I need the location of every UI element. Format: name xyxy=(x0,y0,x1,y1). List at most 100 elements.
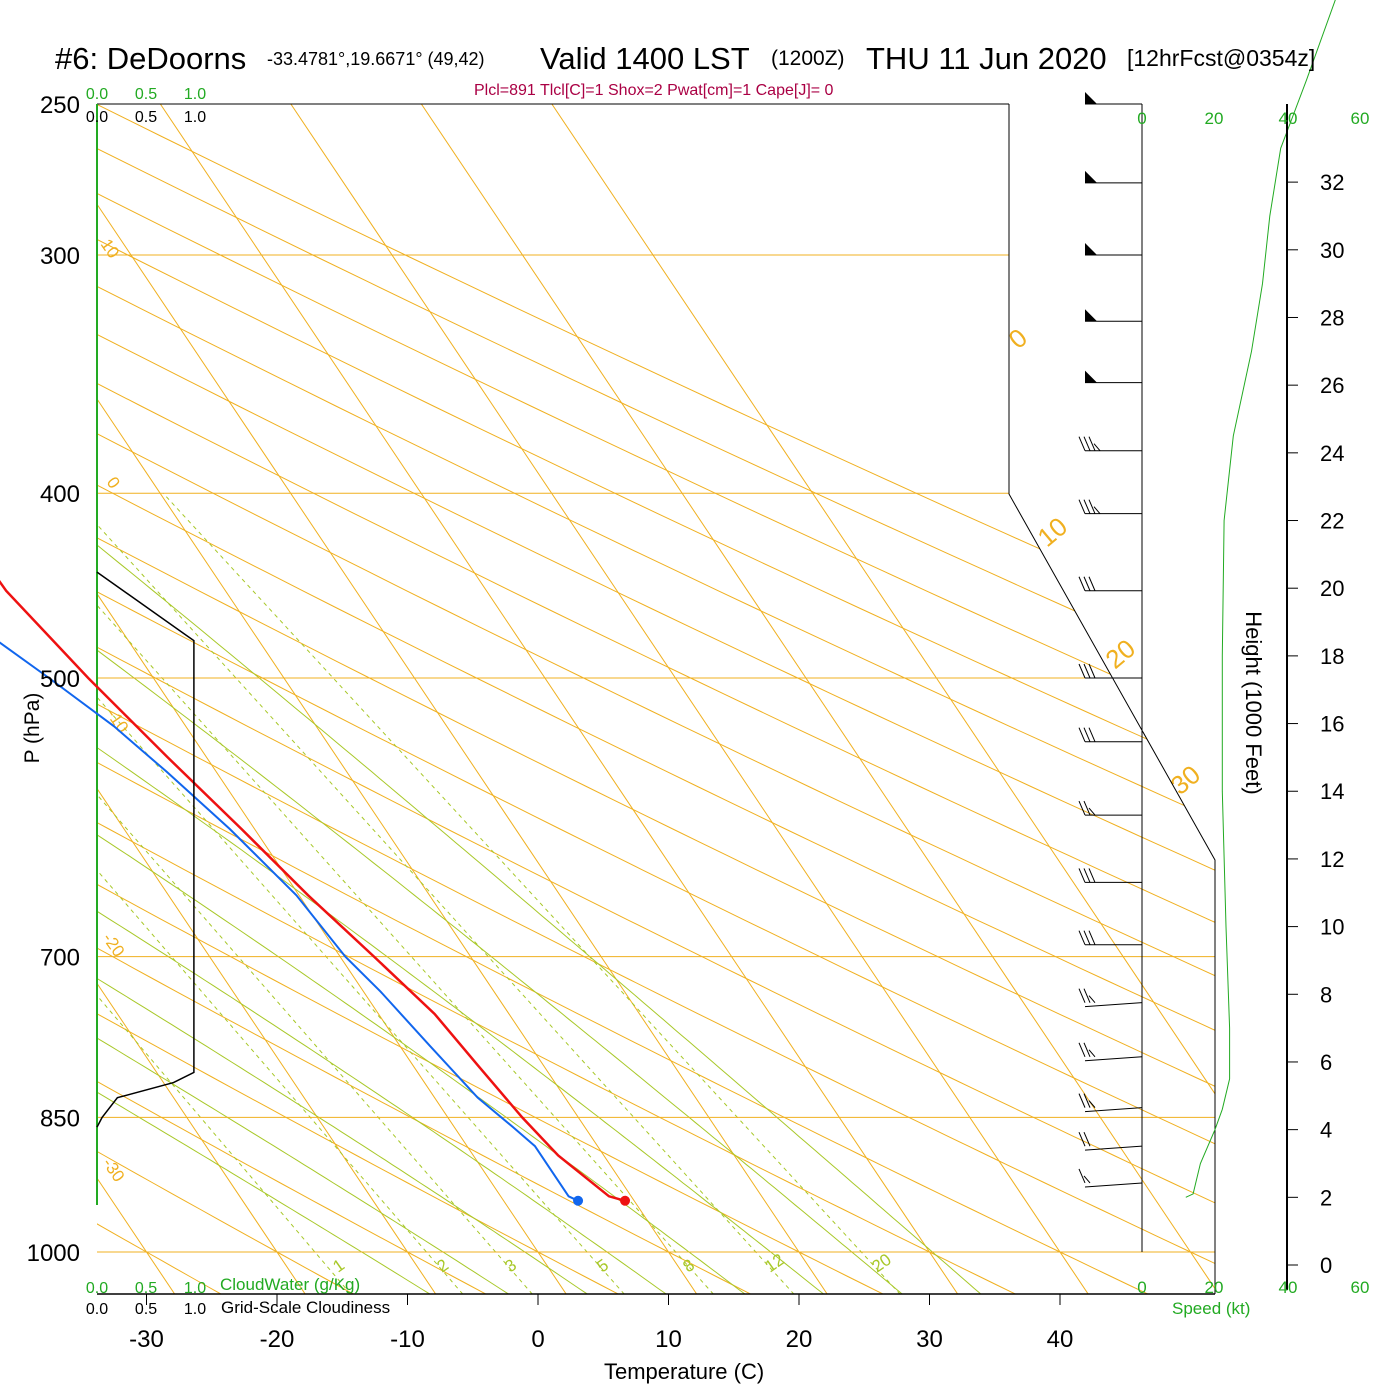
barb-flag xyxy=(1083,800,1091,816)
barb-pennant xyxy=(1085,309,1097,322)
isotherm-line xyxy=(290,104,1089,1294)
cloudiness-tick-bottom: 0.5 xyxy=(135,1301,157,1318)
y-tick-label: 850 xyxy=(40,1105,80,1132)
y-tick-label: 500 xyxy=(40,666,80,693)
barb-flag xyxy=(1078,499,1086,514)
y-tick-label: 400 xyxy=(40,481,80,508)
moist-adiabat xyxy=(97,544,982,1294)
isotherm-label: 10 xyxy=(97,235,123,261)
speed-tick-bottom: 40 xyxy=(1279,1278,1298,1297)
barb-flag xyxy=(1078,930,1086,945)
speed-tick-bottom: 60 xyxy=(1351,1278,1370,1297)
mixing-ratio-line xyxy=(97,994,352,1294)
height-tick-label: 6 xyxy=(1320,1050,1332,1075)
wind-barb xyxy=(1078,1042,1143,1062)
dry-adiabat xyxy=(97,821,1017,1294)
x-tick-label: -10 xyxy=(390,1326,425,1353)
dry-adiabat xyxy=(97,1013,620,1294)
barb-pennant xyxy=(1085,92,1097,104)
barb-flag xyxy=(1088,727,1096,742)
height-tick-label: 8 xyxy=(1320,982,1332,1007)
dry-adiabat xyxy=(97,238,1215,771)
cloudiness-tick-bottom: 0.0 xyxy=(86,1301,108,1318)
cloudwater-tick-top: 0.5 xyxy=(135,86,157,103)
mixing-ratio-line xyxy=(162,492,901,1294)
mixing-ratio-labels: 1 2 3 5 8 12 20 xyxy=(329,1250,894,1276)
height-tick-label: 14 xyxy=(1320,779,1344,804)
moist-adiabat xyxy=(97,1037,510,1294)
dry-adiabat xyxy=(97,484,1215,1031)
barb-staff xyxy=(1084,1002,1143,1008)
mixing-ratio-line xyxy=(97,869,464,1294)
x-tick-label: 20 xyxy=(786,1326,813,1353)
barb-flag xyxy=(1093,443,1101,452)
height-tick-label: 18 xyxy=(1320,644,1344,669)
speed-tick-top: 60 xyxy=(1351,109,1370,128)
barb-flag xyxy=(1078,727,1086,742)
y-tick-label: 700 xyxy=(40,945,80,972)
barb-flag xyxy=(1078,1093,1086,1108)
barb-flag xyxy=(1088,807,1096,816)
isotherm-line xyxy=(97,787,437,1294)
cloudiness-tick-top: 1.0 xyxy=(184,109,206,126)
speed-profile-line xyxy=(1185,0,1336,1198)
wind-barb xyxy=(1085,370,1142,384)
barb-flag xyxy=(1078,436,1086,451)
wind-barb xyxy=(1078,499,1142,515)
cloudwater-tick-top: 0.0 xyxy=(86,86,108,103)
cloudiness-line xyxy=(96,571,195,1128)
barb-flag xyxy=(1083,868,1091,883)
mixing-ratio-line xyxy=(97,604,714,1294)
mixing-ratio-label: 5 xyxy=(593,1255,612,1276)
barb-pennant xyxy=(1085,370,1097,383)
barb-flag xyxy=(1083,727,1091,742)
wind-barb xyxy=(1078,1131,1143,1151)
barb-flag xyxy=(1078,868,1086,883)
mixing-ratio-label: 12 xyxy=(761,1250,787,1276)
speed-tick-bottom: 20 xyxy=(1205,1278,1224,1297)
barb-flag xyxy=(1078,1042,1086,1057)
moist-adiabat xyxy=(97,834,746,1294)
barb-flag xyxy=(1083,1131,1091,1147)
moist-adiabat xyxy=(97,746,825,1294)
isotherm-line xyxy=(97,1177,176,1294)
barb-staff xyxy=(1084,1145,1143,1151)
dry-adiabat xyxy=(97,703,1215,1265)
barb-flag xyxy=(1078,1131,1086,1147)
mixing-ratio-line xyxy=(97,523,795,1294)
height-tick-label: 26 xyxy=(1320,373,1344,398)
barb-flag xyxy=(1088,930,1096,945)
isotherm-label: -20 xyxy=(99,929,129,960)
dry-adiabat xyxy=(97,147,1215,674)
barb-staff xyxy=(1084,1182,1143,1188)
cloudwater-tick-top: 1.0 xyxy=(184,86,206,103)
cloudwater-tick-bottom: 1.0 xyxy=(184,1280,206,1297)
cloudwater-tick-bottom: 0.5 xyxy=(135,1280,157,1297)
surface-dewpoint-dot xyxy=(573,1195,584,1206)
dry-adiabat xyxy=(97,1150,355,1294)
wind-barb xyxy=(1085,92,1142,105)
barb-flag xyxy=(1088,995,1096,1003)
mask xyxy=(1009,104,1215,494)
barb-flag xyxy=(1088,499,1096,514)
barb-flag xyxy=(1093,506,1101,514)
wind-barb xyxy=(1078,1093,1143,1113)
barb-flag xyxy=(1088,1049,1096,1058)
wind-barb xyxy=(1078,663,1142,679)
barb-flag xyxy=(1088,576,1096,591)
height-tick-label: 28 xyxy=(1320,305,1344,330)
height-tick-label: 12 xyxy=(1320,847,1344,872)
wind-barb xyxy=(1078,868,1142,883)
wind-barb xyxy=(1078,930,1142,946)
y-tick-label: 1000 xyxy=(27,1240,80,1267)
dry-adiabat xyxy=(97,1080,487,1294)
wind-barb xyxy=(1078,800,1142,816)
surface-temperature-dot xyxy=(620,1195,631,1206)
isotherm-line xyxy=(97,203,828,1294)
height-tick-label: 22 xyxy=(1320,509,1344,534)
moist-adiabat xyxy=(97,649,903,1294)
dry-adiabat xyxy=(97,537,1215,1087)
profiles xyxy=(0,0,1336,1206)
mixing-ratio-label: 3 xyxy=(501,1255,520,1276)
